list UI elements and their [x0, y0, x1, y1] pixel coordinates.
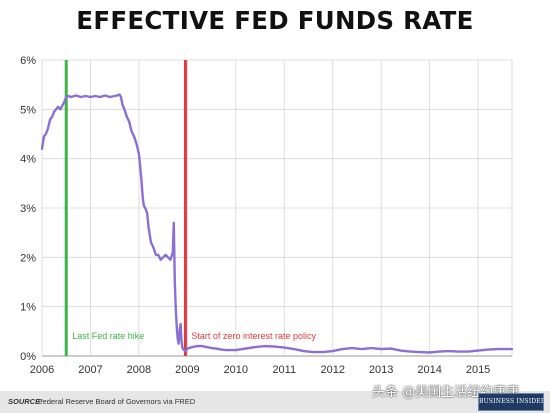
- y-tick-label: 4%: [20, 154, 36, 166]
- x-tick-label: 2008: [127, 364, 151, 376]
- x-tick-label: 2014: [417, 364, 441, 376]
- chart-title: EFFECTIVE FED FUNDS RATE: [76, 6, 474, 35]
- x-tick-label: 2015: [466, 364, 490, 376]
- x-tick-label: 2012: [320, 364, 344, 376]
- x-tick-label: 2007: [78, 364, 102, 376]
- annotations: Last Fed rate hike Start of zero interest…: [64, 60, 316, 356]
- line-chart: 0% 1% 2% 3% 4% 5% 6% 2006 2007 2008 2009 2010 2011 20…: [20, 55, 514, 376]
- y-tick-label: 3%: [20, 203, 36, 215]
- x-tick-label: 2010: [224, 364, 248, 376]
- x-tick-label: 2011: [272, 364, 296, 376]
- grid: [41, 59, 513, 357]
- source-text: Federal Reserve Board of Governors via F…: [38, 397, 196, 406]
- series-line: [40, 93, 514, 354]
- series: [40, 93, 514, 354]
- y-tick-label: 2%: [20, 252, 36, 264]
- annotation-label: Start of zero interest rate policy: [191, 331, 316, 341]
- x-tick-label: 2013: [369, 364, 393, 376]
- x-tick-label: 2009: [175, 364, 199, 376]
- source-footer: SOURCE: Federal Reserve Board of Governo…: [0, 391, 550, 413]
- x-tick-label: 2006: [30, 364, 54, 376]
- y-tick-label: 0%: [20, 351, 36, 363]
- y-tick-label: 5%: [20, 104, 36, 116]
- business-insider-logo: BUSINESS INSIDER: [478, 393, 544, 411]
- y-tick-label: 1%: [20, 302, 36, 314]
- axes: 0% 1% 2% 3% 4% 5% 6% 2006 2007 2008 2009 2010 2011 20…: [20, 55, 490, 376]
- source-label: SOURCE:: [8, 397, 43, 406]
- annotation-label: Last Fed rate hike: [72, 331, 144, 341]
- y-tick-label: 6%: [20, 55, 36, 67]
